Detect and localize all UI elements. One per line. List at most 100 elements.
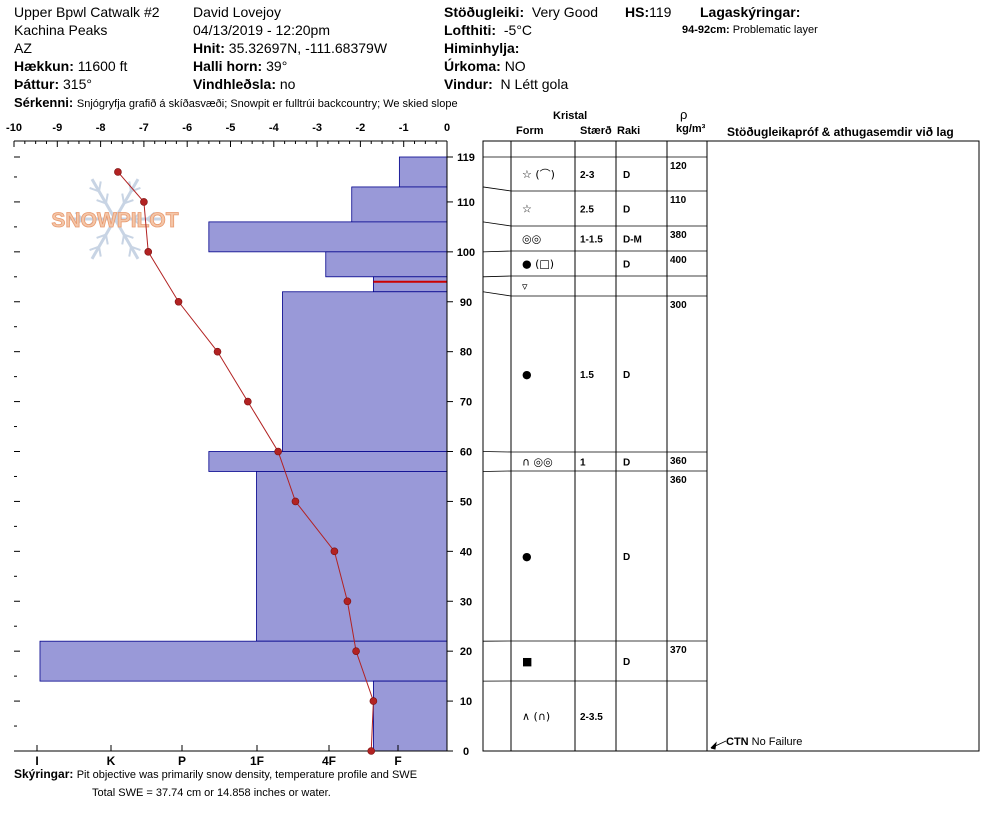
density-value: 380 bbox=[670, 230, 687, 241]
flake-branch bbox=[89, 245, 100, 252]
hs-value: 119 bbox=[649, 4, 672, 20]
temperature-point bbox=[144, 248, 153, 256]
layer-note-depth: 94-92cm: bbox=[682, 24, 730, 36]
stability-value: Very Good bbox=[531, 4, 599, 20]
snowflake-icon bbox=[69, 178, 161, 260]
hardness-bar bbox=[256, 471, 448, 642]
crystal-form-glyph: ☆ (⌒) bbox=[522, 168, 555, 181]
features-value: Snjógryfja grafið á skíðasvæði; Snowpit … bbox=[76, 98, 458, 110]
table-row: ● 1.5 D 300 bbox=[522, 300, 687, 381]
hardness-bar bbox=[208, 451, 448, 472]
temperature-point bbox=[274, 447, 282, 456]
layer-note: 94-92cm: Problematic layer bbox=[682, 25, 818, 36]
elevation-label: Hækkun: bbox=[14, 58, 74, 74]
temp-tick-label: -8 bbox=[96, 122, 106, 134]
crystal-form-glyph: ● (□) bbox=[522, 258, 554, 271]
wind-label: Vindur: bbox=[444, 76, 493, 92]
notes-line1: Pit objective was primarily snow density… bbox=[76, 769, 418, 781]
stability-row: Stöðugleiki: Very Good bbox=[444, 5, 598, 19]
flake-branch bbox=[74, 211, 84, 220]
air-temp-label: Lofthiti: bbox=[444, 22, 497, 38]
slope-value: 39° bbox=[266, 58, 288, 74]
moisture-value: D bbox=[623, 205, 630, 216]
aspect-value: 315° bbox=[63, 76, 92, 92]
hardness-tick-label: F bbox=[394, 754, 401, 768]
table-row: ∧ (∩) 2-3.5 bbox=[522, 710, 603, 723]
layer-notes-label: Lagaskýringar: bbox=[700, 4, 801, 20]
flake-branch bbox=[98, 181, 102, 192]
flake-branch bbox=[130, 245, 141, 252]
features-label: Sérkenni: bbox=[14, 95, 74, 110]
height-tick-label: 80 bbox=[460, 347, 472, 359]
flake-branch bbox=[123, 233, 134, 239]
flake-branch bbox=[132, 211, 142, 220]
flake-branch bbox=[96, 233, 107, 239]
form-label: Form bbox=[516, 125, 544, 137]
size-label: Stærð bbox=[580, 125, 612, 137]
crystal-size: 1.5 bbox=[580, 370, 594, 381]
test-arrowhead bbox=[710, 741, 717, 750]
hs-row: HS:119 bbox=[625, 5, 671, 19]
table-row: ● (□) D 400 bbox=[522, 255, 687, 271]
density-value: 110 bbox=[670, 195, 687, 206]
watermark-text: SNOWPILOT bbox=[51, 209, 178, 232]
temperature-point bbox=[174, 297, 183, 306]
slope-row: Halli horn: 39° bbox=[193, 59, 287, 73]
height-tick-label: 119 bbox=[457, 152, 475, 164]
crystal-label: Kristal bbox=[553, 110, 588, 122]
hardness-bar bbox=[398, 156, 448, 188]
layer-connector bbox=[482, 275, 512, 278]
temp-tick-label: -10 bbox=[6, 122, 22, 134]
aspect-label: Þáttur: bbox=[14, 76, 60, 92]
temp-tick-label: -6 bbox=[182, 122, 192, 134]
crystal-form-glyph: ■ bbox=[522, 655, 532, 668]
flake-branch bbox=[105, 234, 109, 245]
crystal-size: 2-3.5 bbox=[580, 712, 603, 723]
table-row: ☆ 2.5 D 110 bbox=[522, 195, 687, 216]
flake-branch bbox=[74, 218, 84, 227]
height-tick-label: 40 bbox=[460, 546, 472, 558]
elevation-row: Hækkun: 11600 ft bbox=[14, 59, 127, 73]
flake-arm bbox=[90, 218, 117, 260]
hardness-bar bbox=[372, 680, 448, 752]
wind-value: N Létt gola bbox=[500, 76, 569, 92]
coords-label: Hnit: bbox=[193, 40, 225, 56]
layer-connector bbox=[482, 250, 512, 253]
hardness-bars bbox=[39, 156, 448, 752]
wind-loading-label: Vindhleðsla: bbox=[193, 76, 276, 92]
hardness-bar bbox=[208, 221, 448, 253]
notes-row: Skýringar: Pit objective was primarily s… bbox=[14, 768, 417, 781]
flake-arm bbox=[113, 178, 140, 220]
table-frame bbox=[482, 140, 980, 752]
flake-branch bbox=[89, 186, 100, 193]
height-tick-label: 90 bbox=[460, 297, 472, 309]
temp-tick-label: -7 bbox=[139, 122, 149, 134]
flake-arm bbox=[90, 178, 117, 220]
hardness-bar bbox=[282, 291, 448, 452]
moisture-value: D bbox=[623, 657, 630, 668]
temperature-point bbox=[114, 168, 122, 176]
layer-table: ☆ (⌒) 2-3 D 120 ☆ 2.5 D 110 ◎◎ 1-1.5 D-M 380 ● (□) D 4… bbox=[482, 140, 980, 752]
wind-loading-row: Vindhleðsla: no bbox=[193, 77, 295, 91]
density-value: 360 bbox=[670, 475, 687, 486]
state-name: AZ bbox=[14, 40, 32, 56]
hardness-tick-label: K bbox=[107, 754, 116, 768]
flake-branch bbox=[128, 246, 132, 257]
chart-axes: -10 -9 -8 -7 -6 -5 -4 -3 -2 -1 0I K P 1F 4F F0102030405… bbox=[6, 122, 475, 768]
height-tick-label: 30 bbox=[460, 596, 472, 608]
height-tick-label: 50 bbox=[460, 496, 472, 508]
test-code: CTN bbox=[726, 736, 749, 748]
table-row: ☆ (⌒) 2-3 D 120 bbox=[522, 161, 687, 181]
flake-branch bbox=[105, 193, 109, 204]
location-name: Upper Bpwl Catwalk #2 bbox=[14, 4, 160, 20]
moisture-value: D-M bbox=[623, 235, 642, 246]
crystal-form-glyph: ▿ bbox=[522, 280, 528, 293]
precip-value: NO bbox=[504, 58, 526, 74]
observer-name: David Lovejoy bbox=[193, 4, 281, 20]
density-unit: kg/m³ bbox=[676, 123, 706, 135]
layer-note-text: Problematic layer bbox=[732, 24, 818, 36]
flake-branch bbox=[98, 246, 102, 257]
flake-branch bbox=[88, 218, 98, 227]
crystal-size: 1 bbox=[580, 458, 586, 469]
